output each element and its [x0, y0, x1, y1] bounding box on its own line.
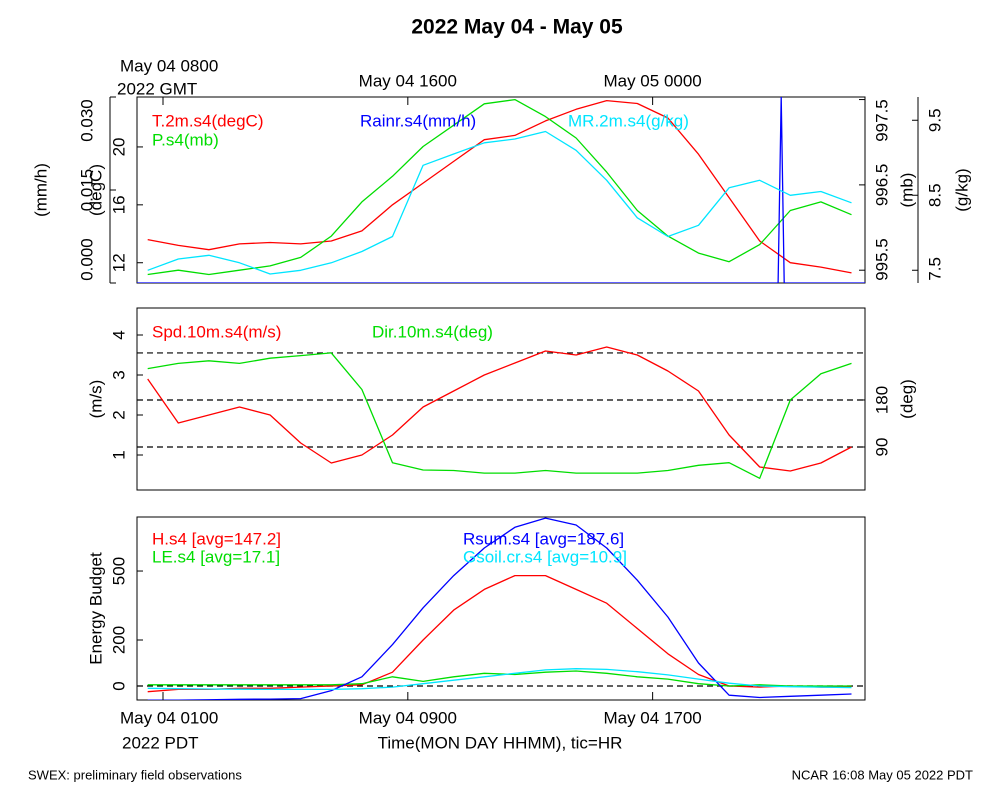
y-axis-label: (m/s): [86, 380, 105, 419]
y-tick-label: 12: [109, 253, 128, 272]
y-tick-label: 995.5: [872, 238, 891, 281]
y-axis-label: (deg): [897, 379, 916, 419]
y-tick-label: 200: [109, 626, 128, 654]
chart-title: 2022 May 04 - May 05: [411, 16, 623, 39]
y-axis-label: (degC): [86, 164, 105, 216]
y-tick-label: 0: [109, 681, 128, 690]
legend-entry: P.s4(mb): [152, 130, 219, 149]
series-line: [147, 98, 852, 276]
x-tick-label: May 04 0900: [359, 708, 457, 727]
y-tick-label: 996.5: [872, 164, 891, 207]
series-line: [147, 346, 852, 472]
y-axis-label: Energy Budget: [86, 552, 105, 665]
footer-note: SWEX: preliminary field observations: [28, 767, 242, 782]
footer-stamp: NCAR 16:08 May 05 2022 PDT: [792, 767, 973, 782]
x-axis-label: Time(MON DAY HHMM), tic=HR: [378, 733, 623, 752]
y-tick-label: 7.5: [925, 257, 944, 281]
legend-entry: Spd.10m.s4(m/s): [152, 322, 281, 341]
y-tick-label: 8.5: [925, 183, 944, 207]
series-line: [147, 668, 852, 691]
series-line: [147, 99, 852, 274]
legend-entry: MR.2m.s4(g/kg): [568, 111, 689, 130]
legend-entry: LE.s4 [avg=17.1]: [152, 547, 280, 566]
y-tick-label: 2: [109, 410, 128, 419]
legend-entry: Gsoil.cr.s4 [avg=10.9]: [463, 547, 627, 566]
legend-entry: Rsum.s4 [avg=187.6]: [463, 529, 624, 548]
y-tick-label: 90: [872, 438, 891, 457]
x-tick-label: May 05 0000: [603, 71, 701, 90]
y-tick-label: 1: [109, 450, 128, 459]
x-tick-label: May 04 0800: [120, 56, 218, 75]
x-tick-label: May 04 1700: [603, 708, 701, 727]
x-tick-label: May 04 0100: [120, 708, 218, 727]
plot-frame: [136, 516, 866, 701]
y-tick-label: 0.030: [77, 99, 96, 142]
legend-entry: T.2m.s4(degC): [152, 111, 263, 130]
series-line: [147, 670, 852, 687]
y-tick-label: 4: [109, 330, 128, 339]
y-tick-label: 500: [109, 557, 128, 585]
y-tick-label: 3: [109, 370, 128, 379]
y-tick-label: 16: [109, 195, 128, 214]
y-axis-label: (g/kg): [952, 168, 971, 211]
legend-entry: H.s4 [avg=147.2]: [152, 529, 281, 548]
legend-entry: Rainr.s4(mm/h): [360, 111, 476, 130]
y-tick-label: 0.015: [77, 169, 96, 212]
x-tick-label: May 04 1600: [359, 71, 457, 90]
y-axis-label: (mm/h): [31, 163, 50, 217]
x-year-label: 2022 GMT: [117, 79, 197, 98]
y-tick-label: 0.000: [77, 238, 96, 281]
y-axis-label: (mb): [897, 173, 916, 208]
series-line: [147, 130, 852, 275]
series-line: [147, 517, 852, 700]
x-year-label: 2022 PDT: [122, 733, 199, 752]
y-tick-label: 20: [109, 137, 128, 156]
legend-entry: Dir.10m.s4(deg): [372, 322, 493, 341]
y-tick-label: 180: [872, 386, 891, 414]
series-line: [147, 352, 852, 479]
plot-frame: [136, 307, 866, 491]
y-tick-label: 9.5: [925, 108, 944, 132]
y-tick-label: 997.5: [872, 99, 891, 142]
